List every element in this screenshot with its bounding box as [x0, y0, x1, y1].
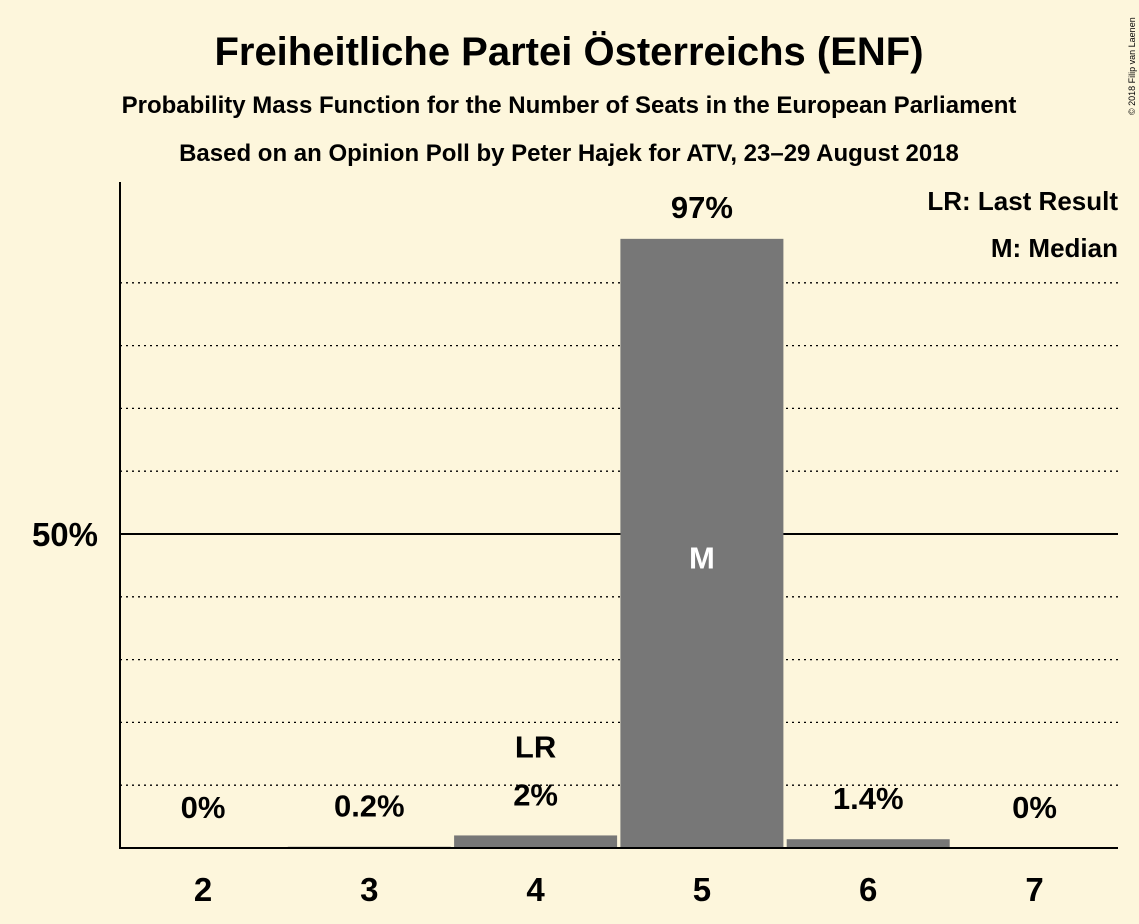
x-tick-3: 3	[360, 871, 378, 908]
legend-median: M: Median	[991, 233, 1118, 263]
bar-5	[620, 238, 784, 849]
chart-subtitle: Probability Mass Function for the Number…	[122, 92, 1017, 119]
value-label-6: 1.4%	[833, 781, 904, 816]
marker-m: M	[689, 540, 715, 575]
bars	[287, 238, 950, 849]
x-tick-6: 6	[859, 871, 877, 908]
chart-source-subtitle: Based on an Opinion Poll by Peter Hajek …	[179, 140, 959, 167]
y-tick-label-50: 50%	[32, 516, 98, 553]
x-tick-2: 2	[194, 871, 212, 908]
x-tick-4: 4	[526, 871, 545, 908]
chart-title: Freiheitliche Partei Österreichs (ENF)	[214, 29, 923, 74]
value-label-5: 97%	[671, 190, 733, 225]
x-tick-5: 5	[693, 871, 711, 908]
marker-lr: LR	[515, 729, 556, 764]
value-label-4: 2%	[513, 777, 558, 812]
value-label-2: 0%	[181, 790, 226, 825]
copyright-text: © 2018 Filip van Laenen	[1127, 17, 1137, 115]
value-label-3: 0.2%	[334, 789, 405, 824]
value-label-7: 0%	[1012, 790, 1057, 825]
bar-4	[454, 835, 618, 848]
data-labels: 0% 0.2% 2% LR 97% M 1.4% 0%	[181, 190, 1057, 825]
bar-6	[786, 839, 950, 848]
legend-last-result: LR: Last Result	[927, 186, 1118, 216]
gridlines	[120, 282, 1118, 786]
x-tick-7: 7	[1025, 871, 1043, 908]
x-tick-labels: 2 3 4 5 6 7	[194, 871, 1044, 908]
